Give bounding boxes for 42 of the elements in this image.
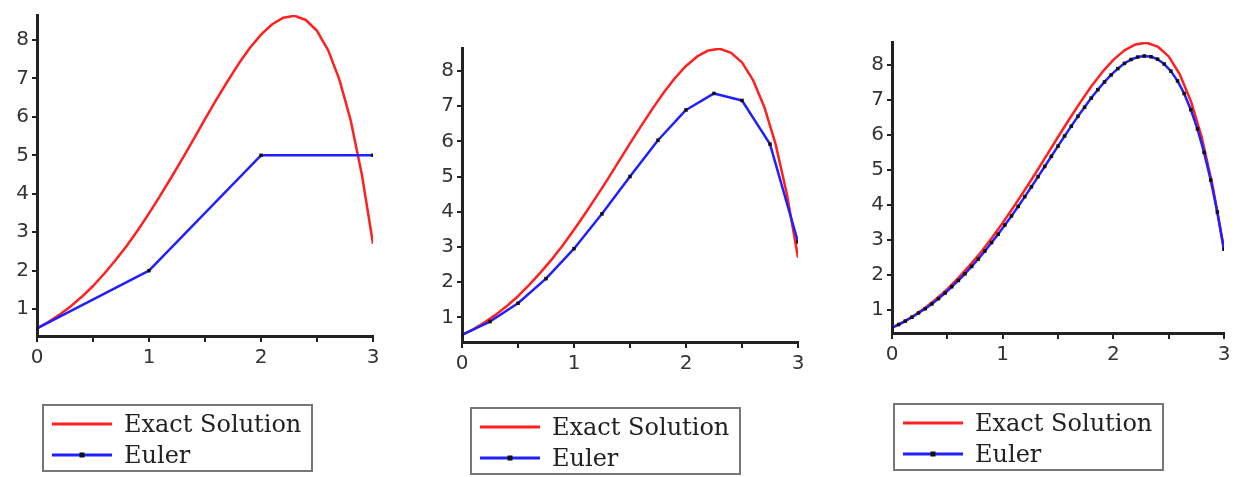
x-tick-label: 1 (567, 350, 581, 375)
y-tick-label: 8 (16, 26, 29, 51)
legend-label: Euler (975, 439, 1042, 468)
y-tick-label: 7 (16, 64, 29, 89)
y-tick-label: 4 (16, 179, 29, 204)
y-tick-label: 6 (16, 103, 29, 128)
y-tick-label: 3 (441, 233, 454, 258)
y-tick-label: 8 (871, 50, 884, 75)
y-tick-label: 7 (441, 92, 454, 117)
x-tick-label: 3 (791, 350, 805, 375)
y-tick-label: 8 (441, 57, 454, 82)
y-tick-label: 6 (441, 127, 454, 152)
x-tick-label: 0 (30, 344, 44, 369)
legend-label: Exact Solution (124, 409, 302, 438)
legend-label: Euler (124, 440, 191, 469)
y-tick-label: 7 (871, 86, 884, 111)
y-tick-label: 5 (441, 162, 454, 187)
legend-label: Exact Solution (552, 412, 730, 441)
x-tick-label: 2 (1106, 341, 1120, 366)
y-tick-label: 3 (871, 226, 884, 251)
y-tick-label: 2 (16, 256, 29, 281)
x-tick-label: 3 (366, 344, 380, 369)
y-tick-label: 5 (871, 156, 884, 181)
x-tick-label: 0 (885, 341, 899, 366)
y-tick-label: 4 (441, 197, 454, 222)
y-tick-label: 2 (871, 261, 884, 286)
y-tick-label: 1 (16, 295, 29, 320)
y-tick-label: 1 (871, 296, 884, 321)
y-tick-label: 3 (16, 218, 29, 243)
y-tick-label: 1 (441, 303, 454, 328)
x-tick-label: 2 (679, 350, 693, 375)
x-tick-label: 3 (1217, 341, 1231, 366)
legend-label: Exact Solution (975, 408, 1153, 437)
y-tick-label: 6 (871, 121, 884, 146)
y-tick-label: 2 (441, 268, 454, 293)
y-tick-label: 5 (16, 141, 29, 166)
x-tick-label: 1 (996, 341, 1010, 366)
x-tick-label: 2 (254, 344, 268, 369)
x-tick-label: 1 (142, 344, 156, 369)
legend-label: Euler (552, 443, 619, 472)
x-tick-label: 0 (455, 350, 469, 375)
y-tick-label: 4 (871, 191, 884, 216)
